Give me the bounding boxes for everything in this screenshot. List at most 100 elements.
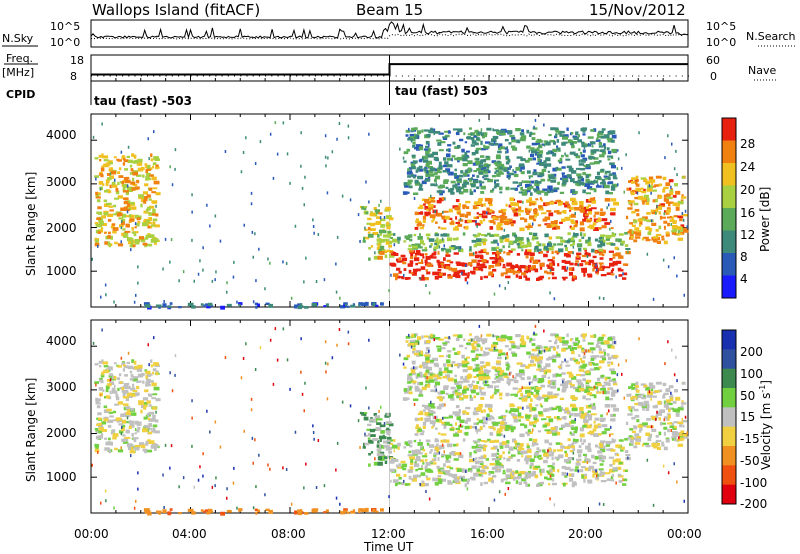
cpid-segment-1: tau (fast) -503 <box>94 94 192 108</box>
velocity-ytick-2000: 2000 <box>46 426 77 440</box>
velocity-echo-region-0 <box>94 359 161 454</box>
velocity-colorbar-frame <box>721 329 737 505</box>
velocity-cbar-tick-200: 200 <box>740 345 763 359</box>
power-cbar-tick-8: 8 <box>740 250 748 264</box>
nave-label: Nave <box>748 64 777 77</box>
cpid-segment-2: tau (fast) 503 <box>395 84 488 98</box>
velocity-cbar-tick-m50: -50 <box>740 454 760 468</box>
velocity-echo-region-1 <box>359 411 394 466</box>
xtick-24: 00:00 <box>667 527 702 541</box>
noise-sky-trace <box>90 21 689 40</box>
velocity-cbar-tick-100: 100 <box>740 367 763 381</box>
power-colorbar-swatch <box>722 140 736 164</box>
power-cbar-tick-24: 24 <box>740 160 756 174</box>
power-echo-region-5 <box>403 127 618 196</box>
velocity-colorbar-swatch <box>722 388 736 408</box>
xaxis-label: Time UT <box>364 540 414 554</box>
velocity-colorbar-swatch <box>722 465 736 486</box>
velocity-echo-region-5 <box>403 333 616 402</box>
velocity-echo-region-5 <box>402 333 618 401</box>
velocity-colorbar-swatch <box>722 349 736 370</box>
power-echo-region-0 <box>94 153 160 248</box>
velocity-cbar-tick-m200: -200 <box>740 497 768 511</box>
power-colorbar-frame <box>721 117 737 299</box>
power-cbar-tick-4: 4 <box>740 272 748 286</box>
power-echo-region-7 <box>147 302 379 310</box>
velocity-echo-region-0 <box>94 360 159 454</box>
velocity-colorbar-swatch <box>722 407 736 428</box>
beam-label: Beam 15 <box>356 1 424 19</box>
velocity-echo-region-3 <box>397 438 631 459</box>
velocity-cbar-tick-m100: -100 <box>740 476 768 490</box>
power-ytick-3000: 3000 <box>46 175 77 189</box>
power-echo-region-1 <box>359 205 394 254</box>
power-ytick-1000: 1000 <box>46 264 77 278</box>
power-cbar-tick-12: 12 <box>740 228 756 242</box>
noise-left-tick-top: 10^5 <box>50 20 81 33</box>
velocity-echo-region-2 <box>389 455 631 488</box>
power-colorbar-swatch <box>722 230 736 254</box>
velocity-colorbar-swatch <box>722 426 736 447</box>
power-echo-region-4 <box>414 197 616 231</box>
power-echo-region-6 <box>629 175 688 245</box>
velocity-echo-region-4 <box>415 403 614 438</box>
noise-left-tick-bottom: 10^0 <box>50 36 81 49</box>
power-echo-region-7 <box>143 301 384 309</box>
date-label: 15/Nov/2012 <box>589 1 686 19</box>
noise-search-label: N.Search <box>746 30 796 43</box>
power-echo-region-1 <box>361 206 391 261</box>
velocity-echo-region-6 <box>627 384 688 450</box>
velocity-echo-region-2 <box>391 455 628 487</box>
velocity-ytick-4000: 4000 <box>46 334 77 348</box>
freq-left-tick-top: 18 <box>70 54 84 67</box>
velocity-echo-region-6 <box>628 382 686 447</box>
xtick-08: 08:00 <box>271 527 306 541</box>
noise-search-trace <box>90 33 689 40</box>
velocity-ytick-1000: 1000 <box>46 470 77 484</box>
freq-unit-label: [MHz] <box>2 66 35 79</box>
velocity-scatter <box>92 327 655 510</box>
velocity-colorbar-swatch <box>722 368 736 389</box>
nave-right-tick-top: 60 <box>706 54 720 67</box>
velocity-echo-region-7 <box>143 507 384 516</box>
noise-sky-label: N.Sky <box>2 32 34 45</box>
power-echo-region-4 <box>415 197 619 232</box>
velocity-echo-region-3 <box>390 438 625 459</box>
power-echo-region-4 <box>414 197 614 232</box>
power-colorbar-swatch <box>722 118 736 141</box>
velocity-colorbar-swatch <box>722 484 736 505</box>
freq-left-tick-bottom: 8 <box>70 70 77 83</box>
velocity-colorbar-swatch <box>722 330 736 350</box>
power-echo-region-2 <box>389 249 628 282</box>
freq-label: Freq. <box>6 52 34 65</box>
velocity-echo-region-4 <box>417 403 616 437</box>
power-colorbar-swatch <box>722 185 736 209</box>
velocity-echo-region-5 <box>403 333 619 402</box>
velocity-colorbar-swatch <box>722 446 736 466</box>
xtick-20: 20:00 <box>568 527 603 541</box>
nave-right-tick-bottom: 0 <box>710 70 717 83</box>
power-colorbar-swatch <box>722 253 736 276</box>
velocity-echo-region-2 <box>390 456 629 487</box>
velocity-cbar-tick-50: 50 <box>740 389 756 403</box>
noise-right-tick-top: 10^5 <box>706 20 737 33</box>
power-echo-region-7 <box>144 302 376 310</box>
noise-panel-frame <box>90 19 689 48</box>
power-ytick-4000: 4000 <box>46 128 77 142</box>
noise-right-tick-bottom: 10^0 <box>706 36 737 49</box>
power-cbar-tick-20: 20 <box>740 183 756 197</box>
power-echo-region-5 <box>403 127 618 196</box>
xtick-12: 12:00 <box>371 527 406 541</box>
chart-title: Wallops Island (fitACF) <box>92 1 261 19</box>
xtick-04: 04:00 <box>172 527 207 541</box>
cpid-label: CPID <box>6 88 36 101</box>
xtick-16: 16:00 <box>470 527 505 541</box>
power-cbar-tick-28: 28 <box>740 137 756 151</box>
power-scatter <box>109 121 680 300</box>
power-ytick-2000: 2000 <box>46 221 77 235</box>
velocity-echo-region-3 <box>390 438 629 459</box>
velocity-ytick-3000: 3000 <box>46 380 77 394</box>
velocity-cbar-tick-m15: -15 <box>740 432 760 446</box>
power-colorbar-swatch <box>722 208 736 231</box>
